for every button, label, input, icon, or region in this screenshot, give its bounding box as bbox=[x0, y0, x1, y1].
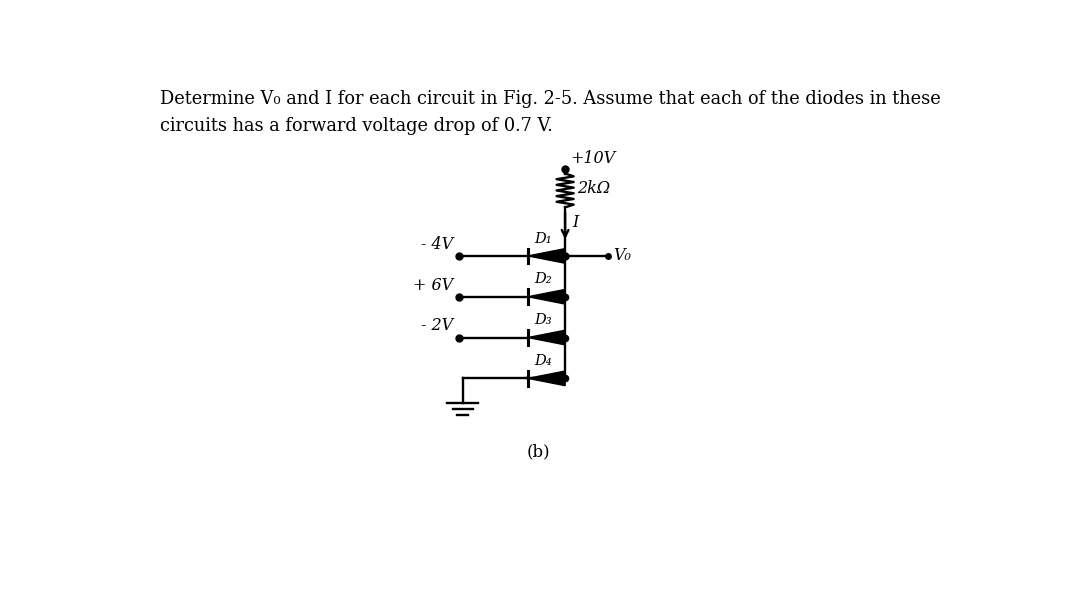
Polygon shape bbox=[528, 248, 565, 263]
Text: D₄: D₄ bbox=[535, 354, 552, 368]
Text: circuits has a forward voltage drop of 0.7 V.: circuits has a forward voltage drop of 0… bbox=[160, 118, 553, 135]
Text: D₂: D₂ bbox=[535, 272, 552, 286]
Text: (b): (b) bbox=[526, 444, 550, 461]
Text: I: I bbox=[572, 214, 579, 231]
Polygon shape bbox=[528, 330, 565, 345]
Text: Determine V₀ and I for each circuit in Fig. 2-5. Assume that each of the diodes : Determine V₀ and I for each circuit in F… bbox=[160, 91, 941, 108]
Text: + 6V: + 6V bbox=[413, 277, 453, 294]
Text: D₃: D₃ bbox=[535, 313, 552, 327]
Text: +10V: +10V bbox=[570, 151, 616, 167]
Text: - 2V: - 2V bbox=[420, 318, 453, 335]
Text: V₀: V₀ bbox=[613, 247, 631, 264]
Polygon shape bbox=[528, 289, 565, 304]
Polygon shape bbox=[528, 371, 565, 386]
Text: - 4V: - 4V bbox=[420, 236, 453, 253]
Text: 2kΩ: 2kΩ bbox=[578, 180, 610, 196]
Text: D₁: D₁ bbox=[535, 231, 552, 245]
